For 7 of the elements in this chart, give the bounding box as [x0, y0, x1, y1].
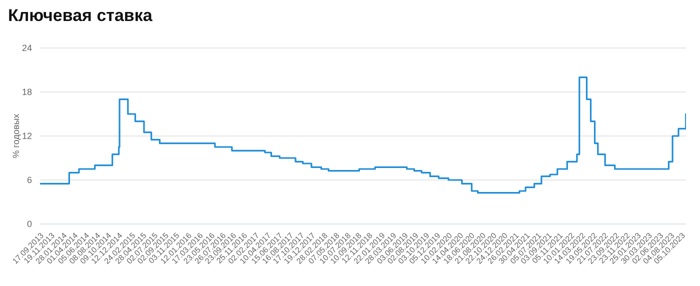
y-axis-title: % годовых	[11, 113, 22, 158]
y-tick-label: 0	[26, 219, 32, 230]
y-tick-label: 6	[26, 175, 32, 186]
y-tick-label: 24	[22, 43, 32, 54]
y-tick-label: 18	[22, 87, 32, 98]
chart-title: Ключевая ставка	[8, 6, 152, 26]
y-tick-label: 12	[22, 131, 32, 142]
